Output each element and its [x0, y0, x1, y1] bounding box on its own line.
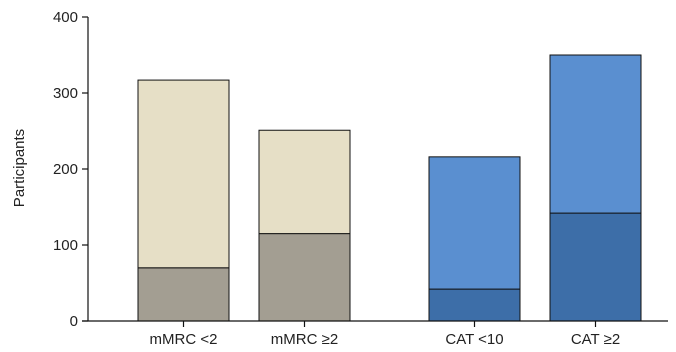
y-tick-label: 400: [53, 9, 78, 26]
bar-segment-upper: [137, 79, 230, 269]
y-tick-label: 100: [53, 237, 78, 254]
bar-segment-lower: [549, 212, 642, 322]
x-axis: mMRC <2 mMRC ≥2 CAT <10 CAT ≥2: [82, 320, 668, 348]
bar-segment-lower: [137, 267, 230, 322]
y-tick-label: 300: [53, 85, 78, 102]
x-category-label: CAT <10: [445, 331, 503, 348]
y-axis-title: Participants: [11, 129, 28, 207]
y-tick-label: 0: [70, 313, 78, 330]
bar-segment-lower: [428, 288, 521, 322]
x-category-label: mMRC ≥2: [271, 331, 338, 348]
bar-segment-upper: [428, 156, 521, 290]
x-category-label: CAT ≥2: [571, 331, 620, 348]
y-axis: 0 100 200 300 400: [53, 9, 89, 330]
bar-segment-upper: [258, 129, 351, 235]
bars: [137, 54, 642, 322]
bar-segment-lower: [258, 233, 351, 322]
y-tick-label: 200: [53, 161, 78, 178]
bar-segment-upper: [549, 54, 642, 214]
x-category-label: mMRC <2: [150, 331, 218, 348]
